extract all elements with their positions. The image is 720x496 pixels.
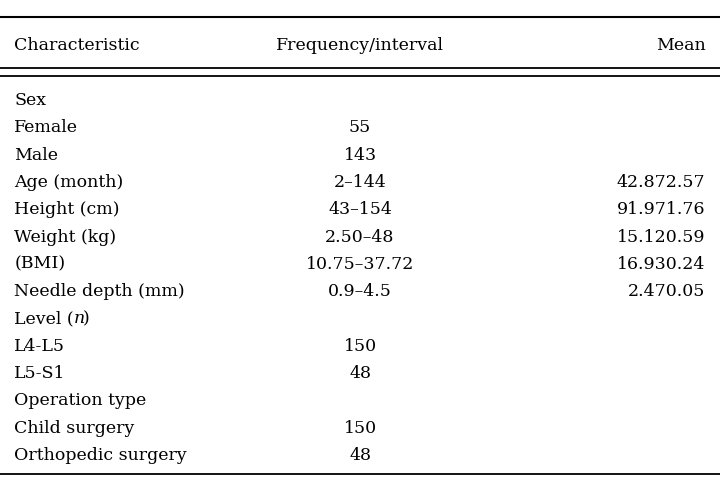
Text: L5-S1: L5-S1 [14, 365, 66, 382]
Text: 0.9–4.5: 0.9–4.5 [328, 283, 392, 300]
Text: 15.120.59: 15.120.59 [617, 229, 706, 246]
Text: Male: Male [14, 147, 58, 164]
Text: 42.872.57: 42.872.57 [617, 174, 706, 191]
Text: Sex: Sex [14, 92, 46, 109]
Text: Orthopedic surgery: Orthopedic surgery [14, 447, 187, 464]
Text: 2–144: 2–144 [333, 174, 387, 191]
Text: 143: 143 [343, 147, 377, 164]
Text: Frequency/interval: Frequency/interval [276, 37, 444, 54]
Text: Mean: Mean [656, 37, 706, 54]
Text: 150: 150 [343, 420, 377, 436]
Text: (BMI): (BMI) [14, 256, 66, 273]
Text: Needle depth (mm): Needle depth (mm) [14, 283, 185, 300]
Text: 55: 55 [349, 120, 371, 136]
Text: Characteristic: Characteristic [14, 37, 140, 54]
Text: 2.50–48: 2.50–48 [325, 229, 395, 246]
Text: 2.470.05: 2.470.05 [629, 283, 706, 300]
Text: 16.930.24: 16.930.24 [617, 256, 706, 273]
Text: 91.971.76: 91.971.76 [617, 201, 706, 218]
Text: Weight (kg): Weight (kg) [14, 229, 117, 246]
Text: L4-L5: L4-L5 [14, 338, 66, 355]
Text: n: n [73, 310, 85, 327]
Text: 48: 48 [349, 447, 371, 464]
Text: Female: Female [14, 120, 78, 136]
Text: 10.75–37.72: 10.75–37.72 [306, 256, 414, 273]
Text: 43–154: 43–154 [328, 201, 392, 218]
Text: Height (cm): Height (cm) [14, 201, 120, 218]
Text: Operation type: Operation type [14, 392, 147, 409]
Text: Level (: Level ( [14, 310, 74, 327]
Text: 150: 150 [343, 338, 377, 355]
Text: 48: 48 [349, 365, 371, 382]
Text: Child surgery: Child surgery [14, 420, 135, 436]
Text: Age (month): Age (month) [14, 174, 124, 191]
Text: ): ) [83, 310, 89, 327]
